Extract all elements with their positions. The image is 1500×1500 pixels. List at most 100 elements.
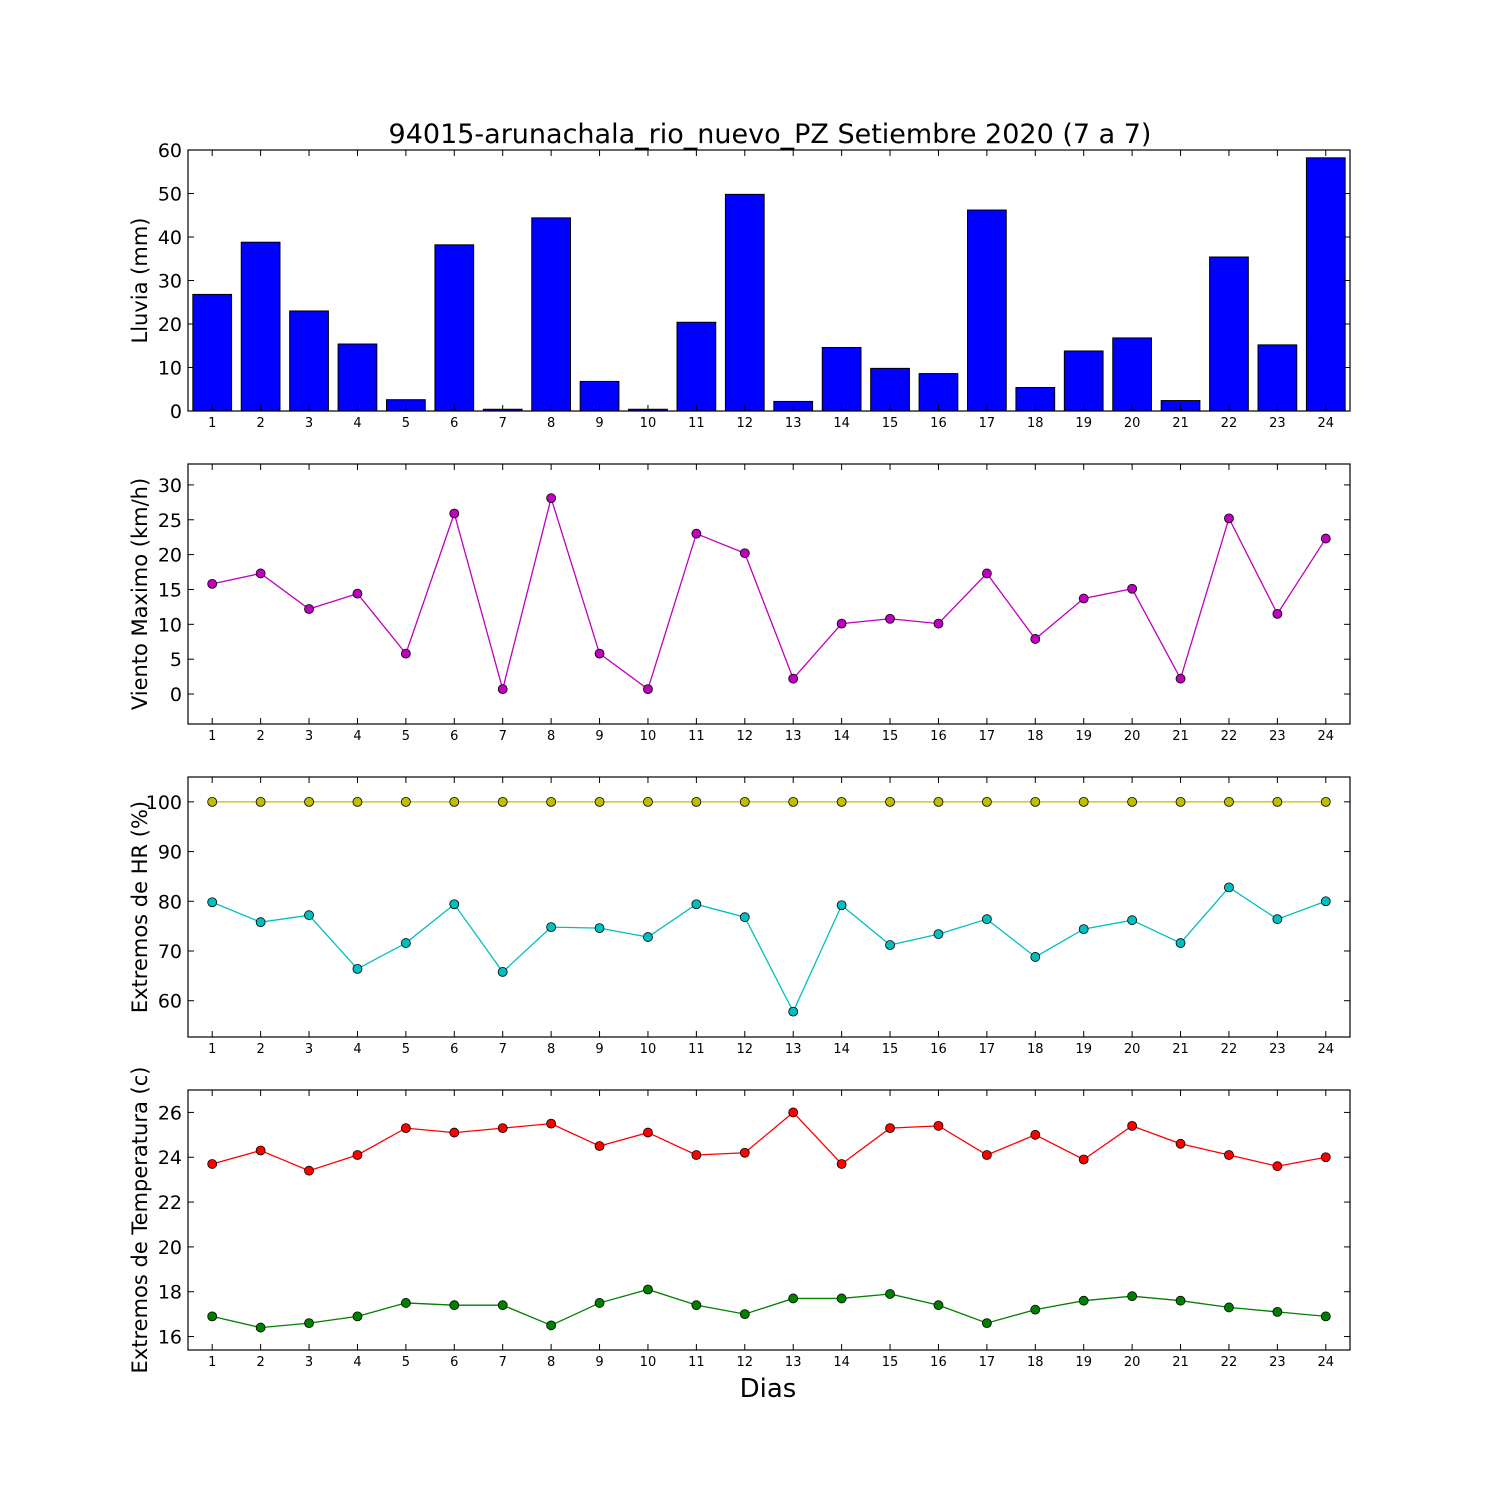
x-tick-label: 18 (1027, 729, 1044, 744)
x-tick-label: 6 (450, 1042, 458, 1057)
point-s1-day-4 (352, 588, 363, 599)
point-s2-day-17 (981, 914, 992, 925)
x-tick-label: 14 (833, 1042, 850, 1057)
x-tick-label: 7 (499, 416, 507, 431)
point-s1-day-13 (788, 673, 799, 684)
point-s1-day-6 (449, 1127, 460, 1138)
x-tick-label: 21 (1172, 729, 1189, 744)
bar-day-4 (337, 343, 378, 412)
x-tick-label: 5 (402, 1355, 410, 1370)
x-tick-label: 14 (833, 729, 850, 744)
point-s1-day-2 (255, 568, 266, 579)
point-s1-day-6 (449, 508, 460, 519)
point-s1-day-14 (836, 618, 847, 629)
point-s1-day-15 (885, 1123, 895, 1134)
point-s1-day-6 (449, 796, 460, 807)
x-tick-label: 13 (785, 416, 802, 431)
x-tick-label: 2 (256, 416, 264, 431)
point-s1-day-1 (207, 578, 218, 589)
y-axis-label: Extremos de Temperatura (c) (128, 1067, 152, 1374)
point-s1-day-10 (643, 684, 653, 695)
x-tick-label: 17 (979, 729, 996, 744)
bar-day-11 (676, 321, 717, 412)
x-tick-label: 15 (882, 1355, 899, 1370)
plot-frame (187, 776, 1351, 1038)
point-s1-day-12 (739, 796, 750, 807)
point-s1-day-10 (643, 1127, 653, 1138)
point-s1-day-15 (885, 613, 895, 624)
point-s1-day-14 (836, 1159, 847, 1169)
x-tick-label: 11 (688, 416, 705, 431)
point-s1-day-8 (546, 1118, 557, 1129)
point-s1-day-17 (981, 1150, 992, 1160)
x-tick-label: 22 (1221, 1355, 1238, 1370)
x-tick-label: 21 (1172, 1355, 1189, 1370)
bar-day-23 (1257, 344, 1298, 412)
point-s2-day-12 (739, 912, 750, 923)
point-s1-day-20 (1127, 796, 1138, 807)
x-tick-label: 3 (305, 729, 313, 744)
bar-day-24 (1305, 157, 1346, 412)
series-line-2 (211, 886, 1327, 1014)
point-s2-day-9 (594, 923, 605, 934)
point-s1-day-22 (1224, 1150, 1234, 1160)
point-s2-day-13 (788, 1293, 799, 1304)
point-s2-day-21 (1175, 1295, 1186, 1306)
x-tick-label: 20 (1124, 729, 1141, 744)
point-s1-day-22 (1224, 513, 1234, 524)
point-s2-day-16 (933, 929, 944, 939)
x-tick-label: 14 (833, 416, 850, 431)
point-s1-day-24 (1320, 1152, 1331, 1163)
x-tick-label: 21 (1172, 416, 1189, 431)
x-tick-label: 14 (833, 1355, 850, 1370)
x-tick-label: 16 (930, 1355, 947, 1370)
x-tick-label: 24 (1318, 416, 1335, 431)
point-s1-day-16 (933, 796, 944, 807)
x-tick-label: 9 (595, 1355, 603, 1370)
x-tick-label: 10 (640, 1042, 657, 1057)
x-tick-label: 19 (1075, 1355, 1092, 1370)
point-s1-day-23 (1272, 1161, 1283, 1172)
x-tick-label: 18 (1027, 1042, 1044, 1057)
point-s2-day-5 (400, 1298, 411, 1308)
point-s2-day-4 (352, 1311, 363, 1322)
bar-day-17 (967, 209, 1007, 412)
y-axis-label: Viento Maximo (km/h) (128, 478, 152, 710)
x-tick-label: 1 (208, 729, 216, 744)
x-tick-label: 11 (688, 729, 705, 744)
point-s2-day-15 (885, 1289, 895, 1299)
point-s1-day-1 (207, 1159, 218, 1169)
point-s1-day-21 (1175, 796, 1186, 807)
x-tick-label: 13 (785, 1042, 802, 1057)
x-tick-label: 15 (882, 416, 899, 431)
point-s1-day-3 (304, 604, 314, 614)
point-s2-day-12 (739, 1309, 750, 1320)
y-tick-label: 20 (158, 545, 182, 567)
y-axis-label: Extremos de HR (%) (128, 801, 152, 1013)
bar-day-2 (240, 241, 281, 412)
point-s1-day-4 (352, 1150, 363, 1160)
x-tick-label: 12 (737, 1042, 754, 1057)
point-s2-day-6 (449, 899, 460, 910)
x-tick-label: 5 (402, 416, 410, 431)
x-tick-label: 24 (1318, 1042, 1335, 1057)
y-tick-label: 18 (158, 1282, 182, 1304)
bar-day-14 (821, 346, 862, 412)
bar-day-20 (1112, 337, 1152, 412)
y-tick-label: 10 (158, 614, 182, 636)
point-s1-day-9 (594, 796, 605, 807)
y-tick-label: 10 (158, 358, 182, 380)
point-s2-day-14 (836, 1293, 847, 1304)
point-s1-day-12 (739, 1147, 750, 1158)
x-tick-label: 4 (353, 1042, 361, 1057)
bar-day-1 (192, 293, 233, 412)
point-s1-day-8 (546, 796, 557, 807)
y-tick-label: 30 (158, 475, 182, 497)
point-s1-day-1 (207, 796, 218, 807)
x-tick-label: 13 (785, 729, 802, 744)
point-s2-day-7 (497, 966, 508, 977)
point-s2-day-1 (207, 897, 218, 908)
